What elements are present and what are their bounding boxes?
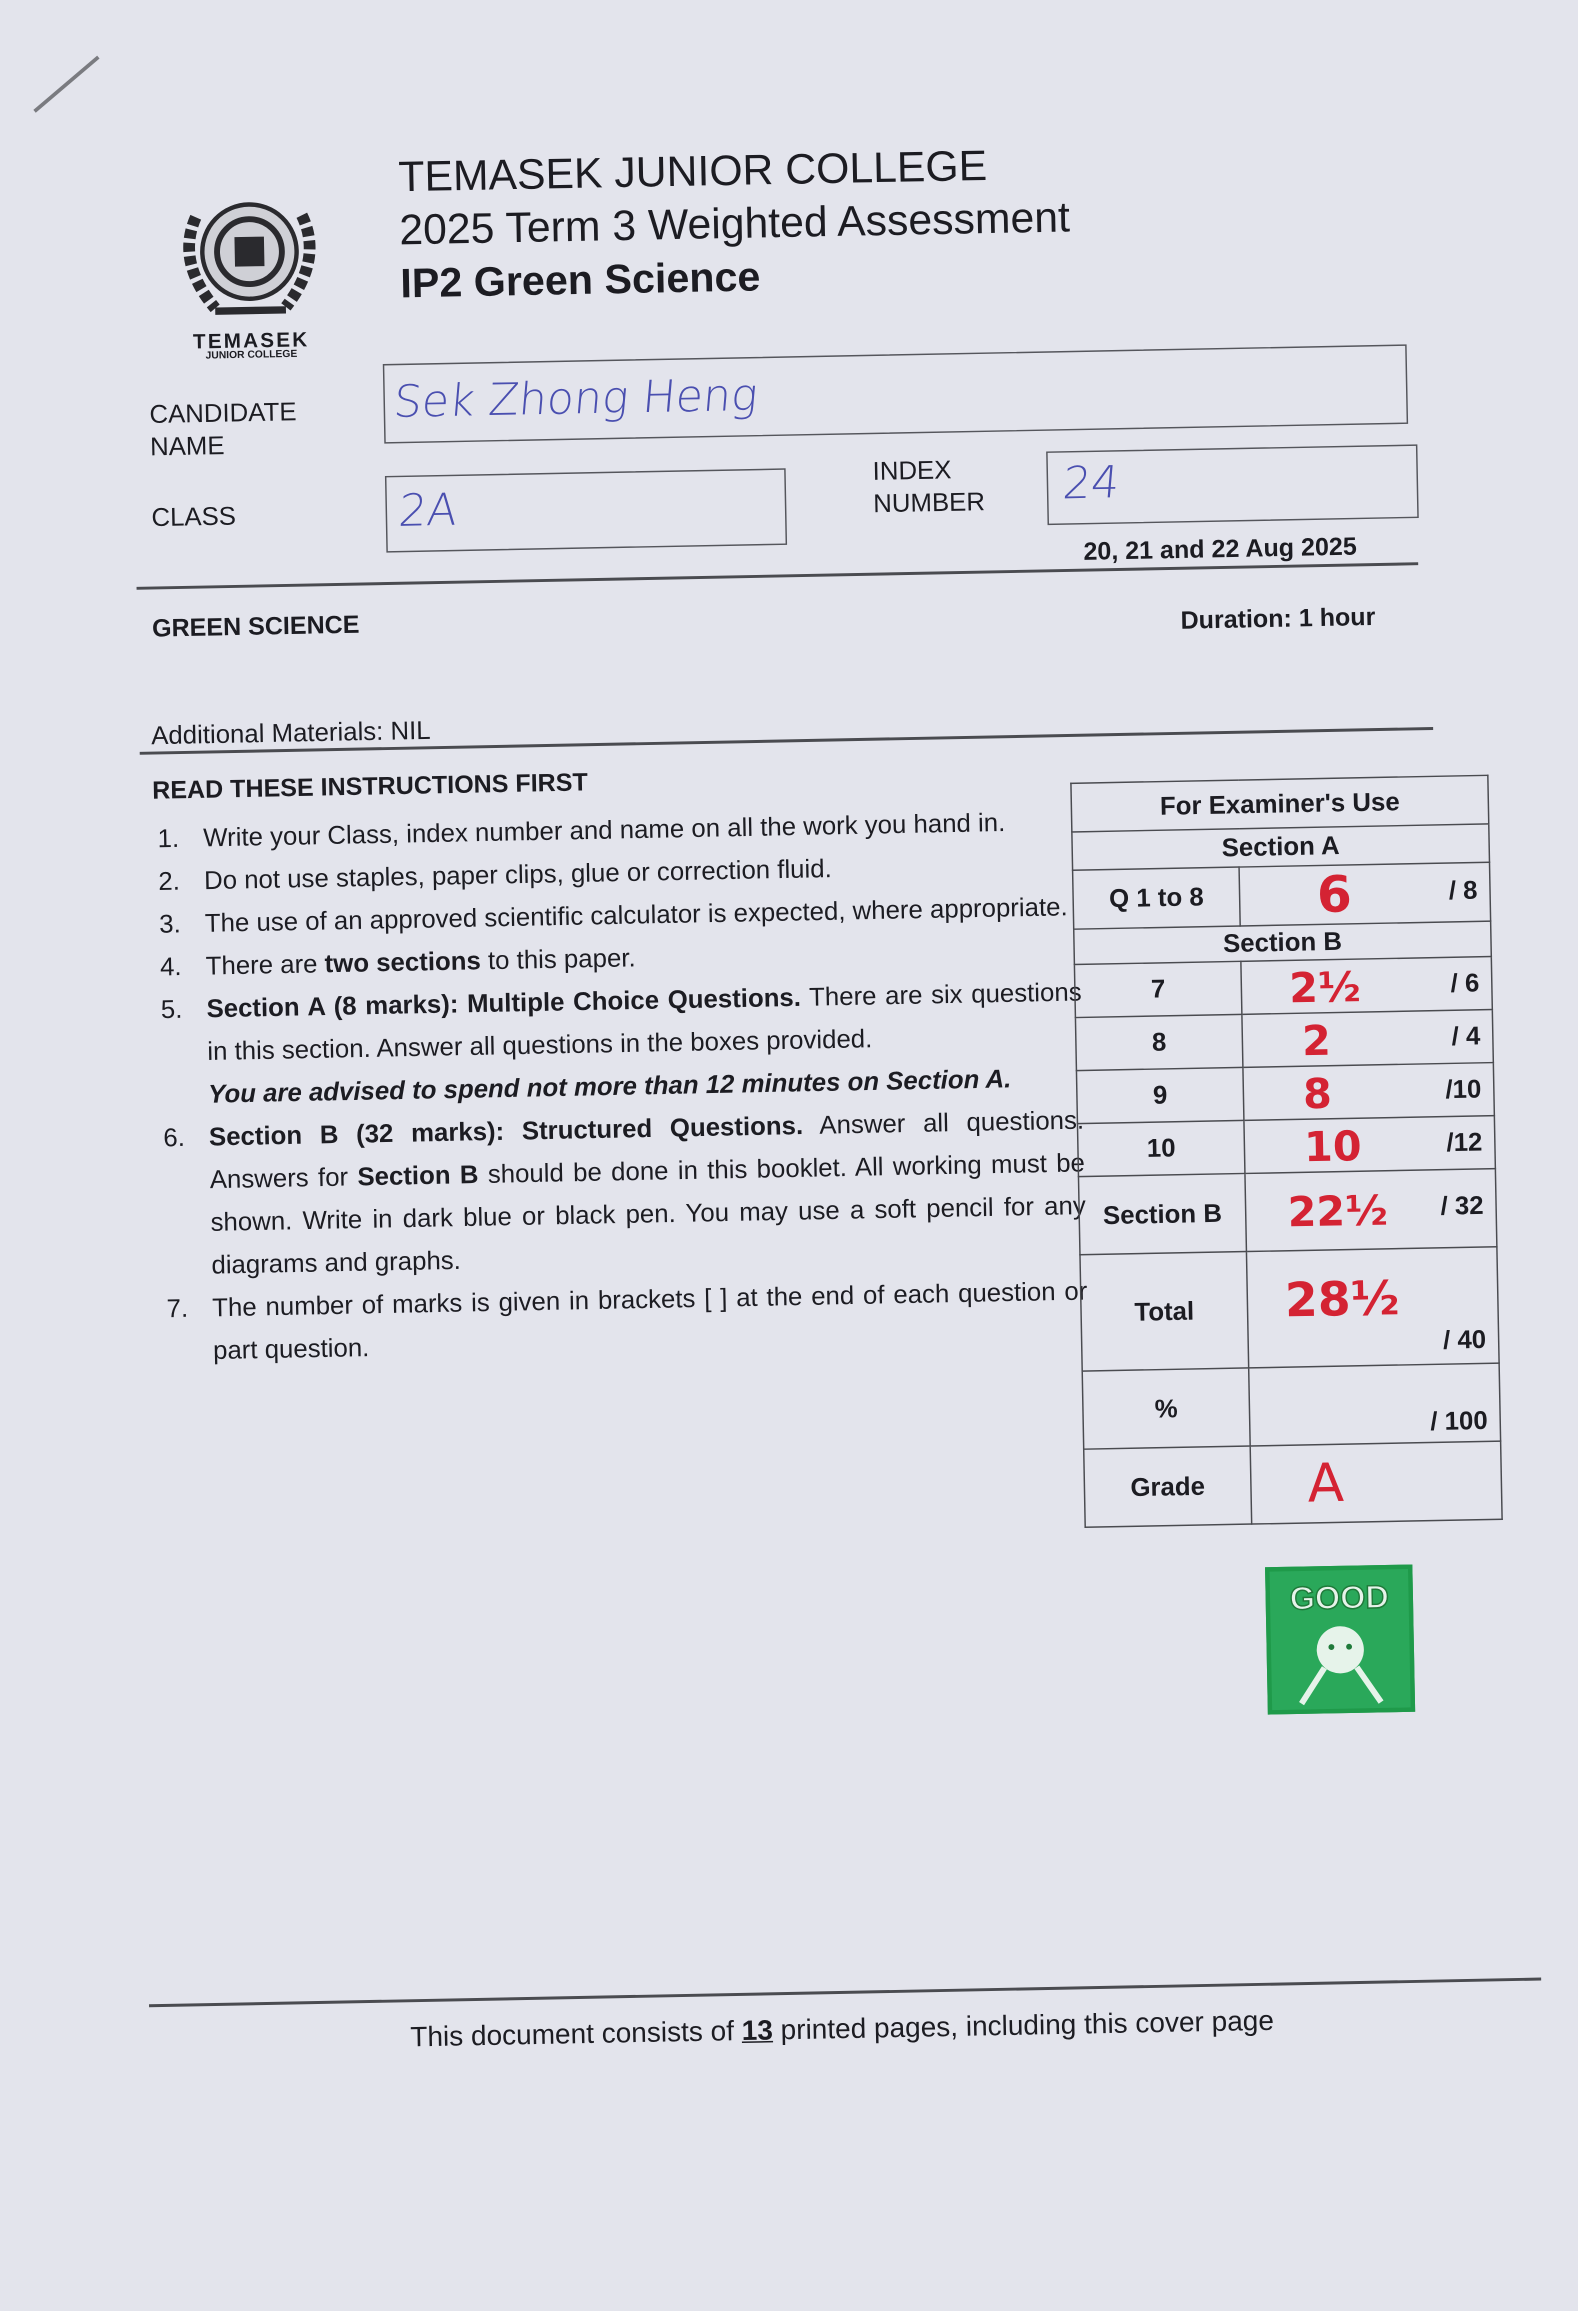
question-max: /12 — [1446, 1126, 1483, 1158]
grade-cell: A — [1250, 1441, 1503, 1525]
total-label: Total — [1079, 1251, 1249, 1372]
total-cell: 28½ / 40 — [1246, 1246, 1500, 1368]
question-label: 7 — [1074, 961, 1242, 1018]
question-label: 10 — [1077, 1120, 1245, 1177]
instruction-item: 7. The number of marks is given in bracke… — [166, 1270, 1088, 1373]
section-b-total-max: / 32 — [1440, 1190, 1484, 1221]
instruction-number: 5. — [160, 994, 183, 1025]
footer-suffix: printed pages, including this cover page — [772, 2006, 1275, 2047]
section-b-total-label: Section B — [1078, 1173, 1247, 1255]
q1-8-score-cell: 6 / 8 — [1239, 862, 1491, 926]
q1-8-score: 6 — [1316, 865, 1353, 926]
index-number-value: 24 — [1060, 457, 1122, 511]
instruction-number: 6. — [163, 1122, 186, 1153]
instruction-text: The number of marks is given in brackets… — [212, 1270, 1089, 1372]
question-score: 8 — [1302, 1069, 1333, 1119]
question-row: 7 2½ / 6 — [1074, 956, 1493, 1018]
page-count: 13 — [741, 2015, 774, 2048]
instruction-segment: Section A (8 marks): Multiple Choice Que… — [206, 982, 802, 1024]
candidate-name-field[interactable]: Sek Zhong Heng — [382, 344, 1409, 444]
instruction-segment: Do not use staples, paper clips, glue or… — [203, 853, 832, 896]
grade-label: Grade — [1083, 1445, 1252, 1528]
instruction-segment: The number of marks is given in brackets… — [211, 1275, 1088, 1365]
question-score-cell: 10/12 — [1243, 1115, 1496, 1174]
question-score: 2 — [1301, 1016, 1332, 1066]
stamp-text: GOOD — [1289, 1577, 1390, 1617]
footer-divider — [149, 1977, 1542, 2007]
good-stamp: GOOD — [1265, 1564, 1416, 1715]
section-b-total-score: 22½ — [1287, 1186, 1389, 1237]
class-label: CLASS — [151, 500, 237, 533]
question-score: 2½ — [1288, 962, 1362, 1013]
instruction-segment: Section B (32 marks): Structured Questio… — [208, 1110, 804, 1152]
instruction-number: 4. — [159, 951, 182, 982]
question-row: 8 2 / 4 — [1075, 1009, 1494, 1071]
percent-label: % — [1082, 1367, 1251, 1450]
index-number-label: INDEX NUMBER — [872, 454, 986, 519]
instruction-number: 3. — [158, 908, 182, 939]
instruction-number: 7. — [166, 1293, 189, 1324]
candidate-name-value: Sek Zhong Heng — [391, 370, 760, 429]
footer-prefix: This document consists of — [410, 2016, 743, 2054]
instruction-segment: There are — [205, 948, 325, 981]
instruction-segment: to this paper. — [480, 942, 636, 976]
duration: Duration: 1 hour — [1180, 602, 1376, 635]
crest-icon — [183, 202, 316, 315]
question-score-cell: 8/10 — [1242, 1062, 1495, 1121]
question-row: 9 8/10 — [1076, 1062, 1495, 1124]
examiner-use-table: For Examiner's Use Section A Q 1 to 8 6/… — [1070, 775, 1503, 1528]
question-score-cell: 2½ / 6 — [1240, 956, 1493, 1015]
divider — [136, 562, 1419, 590]
instruction-text: Section B (32 marks): Structured Questio… — [209, 1099, 1087, 1287]
instructions-list: 1. Write your Class, index number and nam… — [157, 800, 1088, 1373]
question-label: 9 — [1076, 1067, 1244, 1124]
cartoon-cat-icon — [1299, 1626, 1384, 1706]
instruction-text: Section A (8 marks): Multiple Choice Que… — [206, 971, 1083, 1116]
instruction-item: 6. Section B (32 marks): Structured Quest… — [163, 1099, 1087, 1288]
question-row: 10 10/12 — [1077, 1115, 1496, 1177]
total-max: / 40 — [1442, 1324, 1487, 1355]
question-max: /10 — [1445, 1073, 1482, 1105]
instruction-segment: two sections — [324, 945, 482, 979]
q1-8-max: / 8 — [1448, 874, 1478, 906]
q1-8-label: Q 1 to 8 — [1072, 867, 1241, 930]
exam-date: 20, 21 and 22 Aug 2025 — [1083, 532, 1358, 566]
section-b-total-cell: 22½ / 32 — [1244, 1168, 1497, 1252]
question-score: 10 — [1303, 1121, 1362, 1172]
percent-cell: / 100 — [1248, 1363, 1501, 1446]
total-score: 28½ — [1284, 1269, 1400, 1329]
question-score-cell: 2 / 4 — [1241, 1009, 1494, 1068]
question-label: 8 — [1075, 1014, 1243, 1071]
instruction-number: 2. — [158, 866, 181, 896]
index-number-field[interactable]: 24 — [1046, 444, 1419, 526]
class-field[interactable]: 2A — [384, 468, 788, 553]
percent-max: / 100 — [1430, 1405, 1488, 1436]
pencil-mark — [33, 55, 100, 113]
grade-value: A — [1307, 1453, 1345, 1515]
candidate-name-label: CANDIDATE NAME — [149, 396, 297, 462]
school-logo: TEMASEK JUNIOR COLLEGE — [169, 185, 331, 363]
question-max: / 6 — [1450, 967, 1480, 998]
additional-materials: Additional Materials: NIL — [150, 715, 431, 751]
subject-title: IP2 Green Science — [399, 253, 761, 307]
instruction-number: 1. — [157, 823, 180, 854]
paper-name: GREEN SCIENCE — [151, 610, 360, 643]
class-value: 2A — [396, 484, 460, 538]
footer-note: This document consists of 13 printed pag… — [39, 1999, 1578, 2062]
logo-text: TEMASEK — [192, 327, 310, 353]
question-max: / 4 — [1451, 1020, 1481, 1051]
instruction-item: 5. Section A (8 marks): Multiple Choice Q… — [160, 971, 1083, 1117]
table-title: For Examiner's Use — [1070, 775, 1489, 832]
instruction-segment: Section B — [357, 1159, 479, 1192]
instructions-heading: READ THESE INSTRUCTIONS FIRST — [151, 768, 588, 805]
